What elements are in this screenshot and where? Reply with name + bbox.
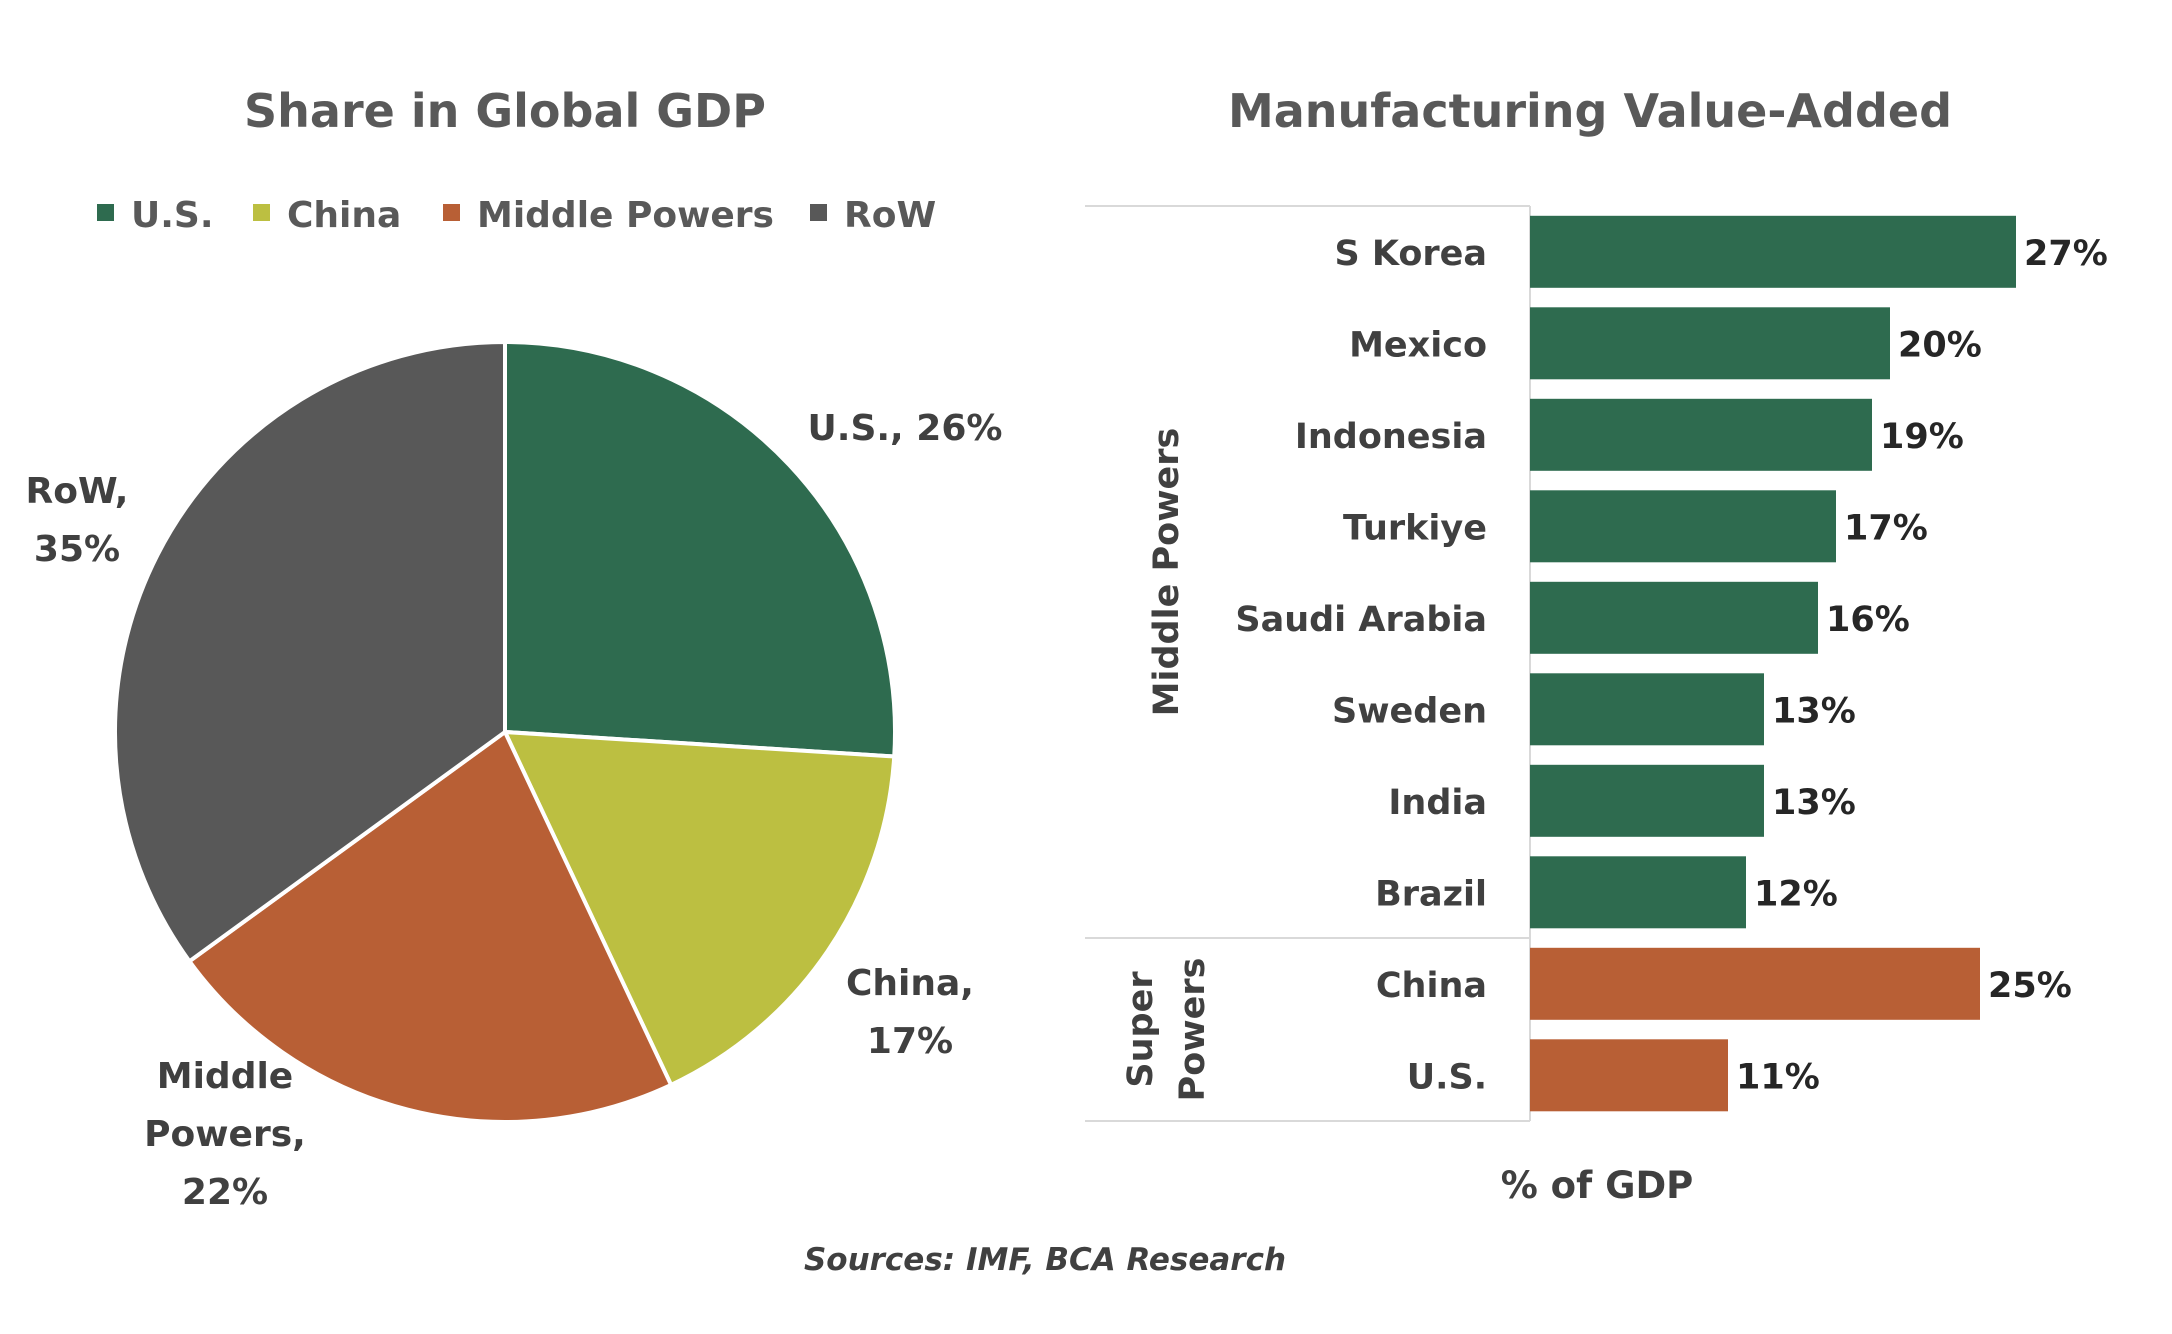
pie-slice-u-s [503, 340, 897, 759]
legend-label-row: RoW [844, 195, 936, 236]
bar-value-sweden: 13% [1772, 691, 1856, 731]
pie-label-middle-powers-line: 22% [182, 1172, 268, 1213]
bar-category-turkiye: Turkiye [1343, 508, 1487, 548]
bar-middle-powers-indonesia [1530, 398, 1872, 471]
bar-group-label-line: Powers [1173, 958, 1213, 1102]
bar-value-s-korea: 27% [2024, 234, 2108, 274]
pie-label-middle-powers-line: Middle [157, 1056, 293, 1097]
bar-category-sweden: Sweden [1332, 691, 1487, 731]
legend-label-china: China [287, 195, 401, 236]
legend-swatch-u-s [97, 204, 114, 221]
bar-category-s-korea: S Korea [1334, 234, 1487, 274]
bar-super-powers-u-s [1530, 1039, 1728, 1112]
pie-slice-labels: U.S., 26% China, 17% Middle Powers, 22% RoW, 35… [26, 408, 1003, 1213]
bar-category-saudi-arabia: Saudi Arabia [1235, 600, 1487, 640]
bar-category-china: China [1376, 966, 1487, 1006]
bar-middle-powers-india [1530, 764, 1764, 837]
pie-legend: U.S. China Middle Powers RoW [97, 195, 936, 236]
bar-value-india: 13% [1772, 783, 1856, 823]
bar-marks [1530, 215, 2016, 1112]
bar-category-india: India [1388, 783, 1487, 823]
bar-middle-powers-s-korea [1530, 215, 2016, 288]
bar-super-powers-china [1530, 947, 1980, 1020]
bar-value-mexico: 20% [1898, 325, 1982, 365]
bar-group-label-line: Middle Powers [1147, 428, 1187, 717]
bar-category-brazil: Brazil [1375, 874, 1487, 914]
bar-value-saudi-arabia: 16% [1826, 600, 1910, 640]
pie-label-row-line: 35% [34, 529, 120, 570]
pie-label-china-line: China, [846, 963, 974, 1004]
bar-category-mexico: Mexico [1349, 325, 1487, 365]
pie-chart-title: Share in Global GDP [244, 84, 766, 138]
legend-swatch-china [253, 204, 270, 221]
bar-chart-x-axis-title: % of GDP [1501, 1164, 1694, 1207]
pie-chart: Share in Global GDP U.S. China Middle Powe… [26, 84, 1003, 1213]
bar-category-u-s: U.S. [1407, 1057, 1487, 1097]
bar-value-china: 25% [1988, 966, 2072, 1006]
source-note: Sources: IMF, BCA Research [804, 1242, 1286, 1278]
pie-label-china-line: 17% [867, 1021, 953, 1062]
pie-label-row-line: RoW, [26, 471, 129, 512]
legend-item-china: China [253, 195, 401, 236]
bar-value-labels: 27% 20% 19% 17% 16% 13% 13% 12% 25% 11% [1736, 234, 2108, 1098]
legend-label-middle-powers: Middle Powers [477, 195, 774, 236]
bar-group-labels: Middle Powers Super Powers [1121, 428, 1213, 1102]
bar-value-u-s: 11% [1736, 1057, 1820, 1097]
pie-label-china: China, 17% [846, 963, 974, 1062]
pie-label-middle-powers: Middle Powers, 22% [144, 1056, 306, 1213]
pie-label-u-s: U.S., 26% [808, 408, 1003, 449]
bar-middle-powers-sweden [1530, 673, 1764, 746]
pie-label-row: RoW, 35% [26, 471, 129, 570]
bar-middle-powers-turkiye [1530, 490, 1836, 563]
pie-slices [113, 340, 897, 1124]
legend-label-u-s: U.S. [131, 195, 214, 236]
bar-middle-powers-mexico [1530, 307, 1890, 380]
pie-slice-china [503, 730, 897, 1087]
bar-chart: Manufacturing Value-Added Middle Powers S… [1085, 84, 2108, 1207]
bar-group-label-middle-powers: Middle Powers [1147, 428, 1187, 717]
pie-slice-middle-powers [187, 730, 674, 1124]
legend-swatch-middle-powers [443, 204, 460, 221]
bar-category-labels: S Korea Mexico Indonesia Turkiye Saudi Arabi… [1235, 234, 1487, 1098]
legend-swatch-row [810, 204, 827, 221]
bar-value-brazil: 12% [1754, 874, 1838, 914]
bar-group-label-super-powers: Super Powers [1121, 958, 1213, 1102]
bar-value-turkiye: 17% [1844, 508, 1928, 548]
bar-middle-powers-brazil [1530, 856, 1746, 929]
bar-chart-title: Manufacturing Value-Added [1228, 84, 1952, 138]
bar-middle-powers-saudi-arabia [1530, 581, 1818, 654]
pie-label-middle-powers-line: Powers, [144, 1114, 306, 1155]
legend-item-u-s: U.S. [97, 195, 214, 236]
bar-value-indonesia: 19% [1880, 417, 1964, 457]
legend-item-middle-powers: Middle Powers [443, 195, 774, 236]
pie-label-u-s-line: U.S., 26% [808, 408, 1003, 449]
bar-group-label-line: Super [1121, 971, 1161, 1088]
legend-item-row: RoW [810, 195, 936, 236]
bar-category-indonesia: Indonesia [1295, 417, 1487, 457]
pie-slice-row [113, 340, 507, 964]
